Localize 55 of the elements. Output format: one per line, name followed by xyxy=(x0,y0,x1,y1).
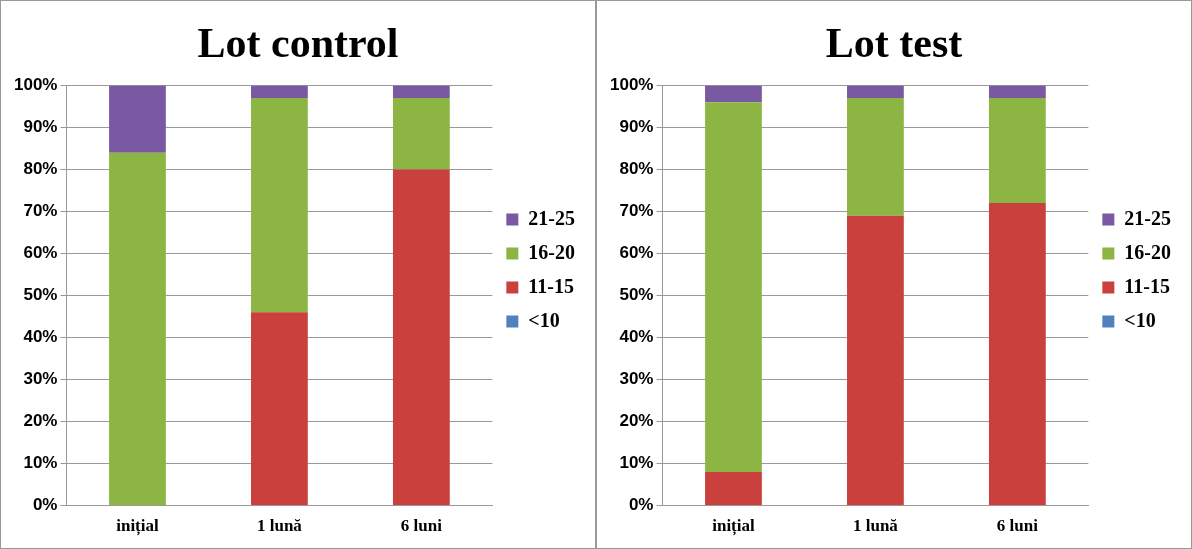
y-tick-label: 20% xyxy=(619,411,654,431)
y-tick-label: 80% xyxy=(23,159,58,179)
bar xyxy=(847,98,904,216)
bar xyxy=(109,85,166,153)
chart-title: Lot test xyxy=(825,20,963,67)
bar xyxy=(847,215,904,506)
x-tick-label: 1 lună xyxy=(852,516,899,536)
y-tick-label: 90% xyxy=(23,117,58,137)
x-tick-label: inițial xyxy=(116,516,159,537)
x-tick-label: 6 luni xyxy=(400,516,443,536)
legend-label: <10 xyxy=(528,308,560,331)
y-tick-label: 50% xyxy=(619,285,654,305)
y-tick-label: 10% xyxy=(619,453,654,473)
y-tick-label: 100% xyxy=(610,75,654,95)
y-tick-label: 60% xyxy=(23,243,58,263)
y-tick-label: 40% xyxy=(619,327,654,347)
bar xyxy=(251,98,308,313)
y-tick-label: 30% xyxy=(23,369,58,389)
y-tick-label: 70% xyxy=(619,201,654,221)
bar xyxy=(847,85,904,99)
bar xyxy=(251,85,308,99)
y-tick-label: 100% xyxy=(14,75,58,95)
chart-title: Lot control xyxy=(197,20,399,67)
legend-label: 16-20 xyxy=(528,240,576,263)
y-tick-label: 20% xyxy=(23,411,58,431)
y-tick-label: 90% xyxy=(619,117,654,137)
legend-label: <10 xyxy=(1124,308,1156,331)
bar xyxy=(392,169,450,506)
y-tick-label: 0% xyxy=(32,495,58,515)
x-tick-label: 6 luni xyxy=(996,516,1039,536)
y-tick-label: 40% xyxy=(23,327,58,347)
bar xyxy=(392,98,450,170)
bar xyxy=(988,85,1046,99)
x-tick-label: inițial xyxy=(712,516,755,537)
y-tick-label: 10% xyxy=(23,453,58,473)
y-tick-label: 70% xyxy=(23,201,58,221)
bar xyxy=(705,102,762,472)
bar xyxy=(705,85,762,103)
bar xyxy=(988,98,1046,204)
legend-label: 11-15 xyxy=(528,274,574,297)
bar xyxy=(705,471,762,506)
bar xyxy=(109,152,166,506)
legend-label: 11-15 xyxy=(1124,274,1170,297)
y-tick-label: 50% xyxy=(23,285,58,305)
bar xyxy=(251,312,308,506)
bar xyxy=(392,85,450,99)
bar xyxy=(988,203,1046,506)
y-tick-label: 80% xyxy=(619,159,654,179)
x-tick-label: 1 lună xyxy=(256,516,303,536)
legend-label: 21-25 xyxy=(1124,206,1172,229)
y-tick-label: 30% xyxy=(619,369,654,389)
legend-label: 16-20 xyxy=(1124,240,1172,263)
legend-label: 21-25 xyxy=(528,206,576,229)
y-tick-label: 0% xyxy=(628,495,654,515)
y-tick-label: 60% xyxy=(619,243,654,263)
